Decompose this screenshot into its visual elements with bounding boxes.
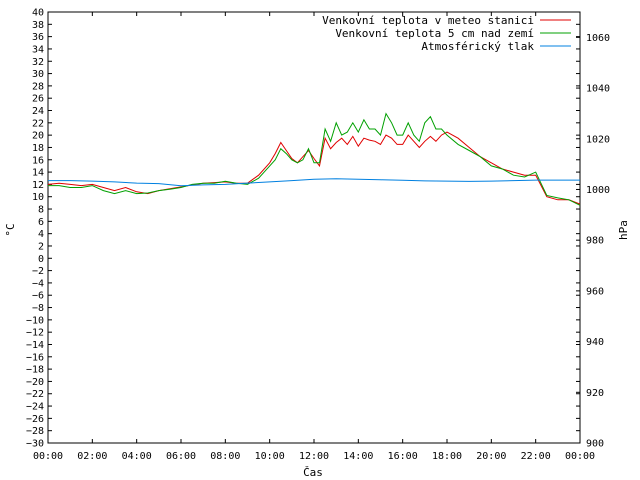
y2-tick-label: 1020 — [586, 134, 610, 145]
x-tick-label: 14:00 — [343, 451, 373, 462]
y-tick-label: 40 — [32, 8, 44, 19]
y-tick-label: −22 — [26, 389, 44, 400]
y-tick-label: −30 — [26, 439, 44, 450]
x-tick-label: 00:00 — [33, 451, 63, 462]
y-tick-label: −10 — [26, 315, 44, 326]
y-tick-label: −18 — [26, 365, 44, 376]
y-tick-label: −14 — [26, 340, 44, 351]
y-tick-label: 26 — [32, 94, 44, 105]
y2-axis-title: hPa — [617, 220, 630, 240]
y-axis-title: °C — [4, 223, 17, 236]
y-tick-label: −24 — [26, 402, 44, 413]
legend-label-3: Atmosférický tlak — [421, 40, 534, 53]
y-tick-label: 12 — [32, 180, 44, 191]
y2-tick-label: 960 — [586, 286, 604, 297]
y-tick-label: −4 — [32, 278, 44, 289]
y-tick-label: 14 — [32, 168, 44, 179]
series-line-2 — [48, 112, 581, 206]
y-tick-label: 18 — [32, 143, 44, 154]
y-tick-label: −28 — [26, 426, 44, 437]
y2-tick-label: 940 — [586, 337, 604, 348]
x-tick-label: 16:00 — [388, 451, 418, 462]
x-tick-label: 22:00 — [521, 451, 551, 462]
y-tick-label: −16 — [26, 352, 44, 363]
x-tick-label: 12:00 — [299, 451, 329, 462]
legend-label-1: Venkovní teplota v meteo stanici — [322, 14, 534, 27]
x-tick-label: 08:00 — [210, 451, 240, 462]
y-tick-label: 30 — [32, 69, 44, 80]
y-tick-label: −8 — [32, 303, 44, 314]
legend-label-2: Venkovní teplota 5 cm nad zemí — [335, 27, 534, 40]
x-tick-label: 04:00 — [122, 451, 152, 462]
y2-tick-label: 900 — [586, 439, 604, 450]
y-tick-label: 4 — [38, 229, 44, 240]
y-tick-label: −26 — [26, 414, 44, 425]
y-tick-label: 2 — [38, 241, 44, 252]
series-lines — [47, 112, 581, 206]
y-tick-label: 36 — [32, 32, 44, 43]
y-tick-label: 20 — [32, 131, 44, 142]
y2-tick-label: 980 — [586, 236, 604, 247]
y-tick-label: 8 — [38, 205, 44, 216]
legend: Venkovní teplota v meteo staniciVenkovní… — [322, 14, 571, 53]
x-tick-label: 02:00 — [77, 451, 107, 462]
y2-tick-label: 1060 — [586, 33, 610, 44]
y-tick-label: 34 — [32, 44, 44, 55]
y-tick-label: −20 — [26, 377, 44, 388]
y2-tick-label: 920 — [586, 388, 604, 399]
y-tick-label: 6 — [38, 217, 44, 228]
y-axis-right: 1060 1040 1020 1000 980 960 940 920 900 — [576, 33, 610, 450]
y-tick-label: 28 — [32, 81, 44, 92]
x-axis-title: Čas — [303, 466, 323, 479]
x-tick-label: 20:00 — [476, 451, 506, 462]
x-tick-label: 18:00 — [432, 451, 462, 462]
y-tick-label: 22 — [32, 118, 44, 129]
y2-tick-label: 1040 — [586, 84, 610, 95]
y-tick-label: 38 — [32, 20, 44, 31]
y-axis-left: 4038363432302826242220181614121086420−2−… — [26, 8, 580, 450]
y-tick-label: −12 — [26, 328, 44, 339]
x-tick-label: 06:00 — [166, 451, 196, 462]
x-axis: 00:00 02:00 04:00 06:00 08:00 10:00 12:00 14:00… — [33, 12, 595, 462]
series-line-3 — [48, 178, 580, 187]
y-tick-label: 0 — [38, 254, 44, 265]
y2-tick-label: 1000 — [586, 185, 610, 196]
y-tick-label: −2 — [32, 266, 44, 277]
y-tick-label: 24 — [32, 106, 44, 117]
x-tick-label: 00:00 — [565, 451, 595, 462]
y-tick-label: 10 — [32, 192, 44, 203]
y-tick-label: 32 — [32, 57, 44, 68]
y-tick-label: 16 — [32, 155, 44, 166]
x-tick-label: 10:00 — [255, 451, 285, 462]
y-tick-label: −6 — [32, 291, 44, 302]
